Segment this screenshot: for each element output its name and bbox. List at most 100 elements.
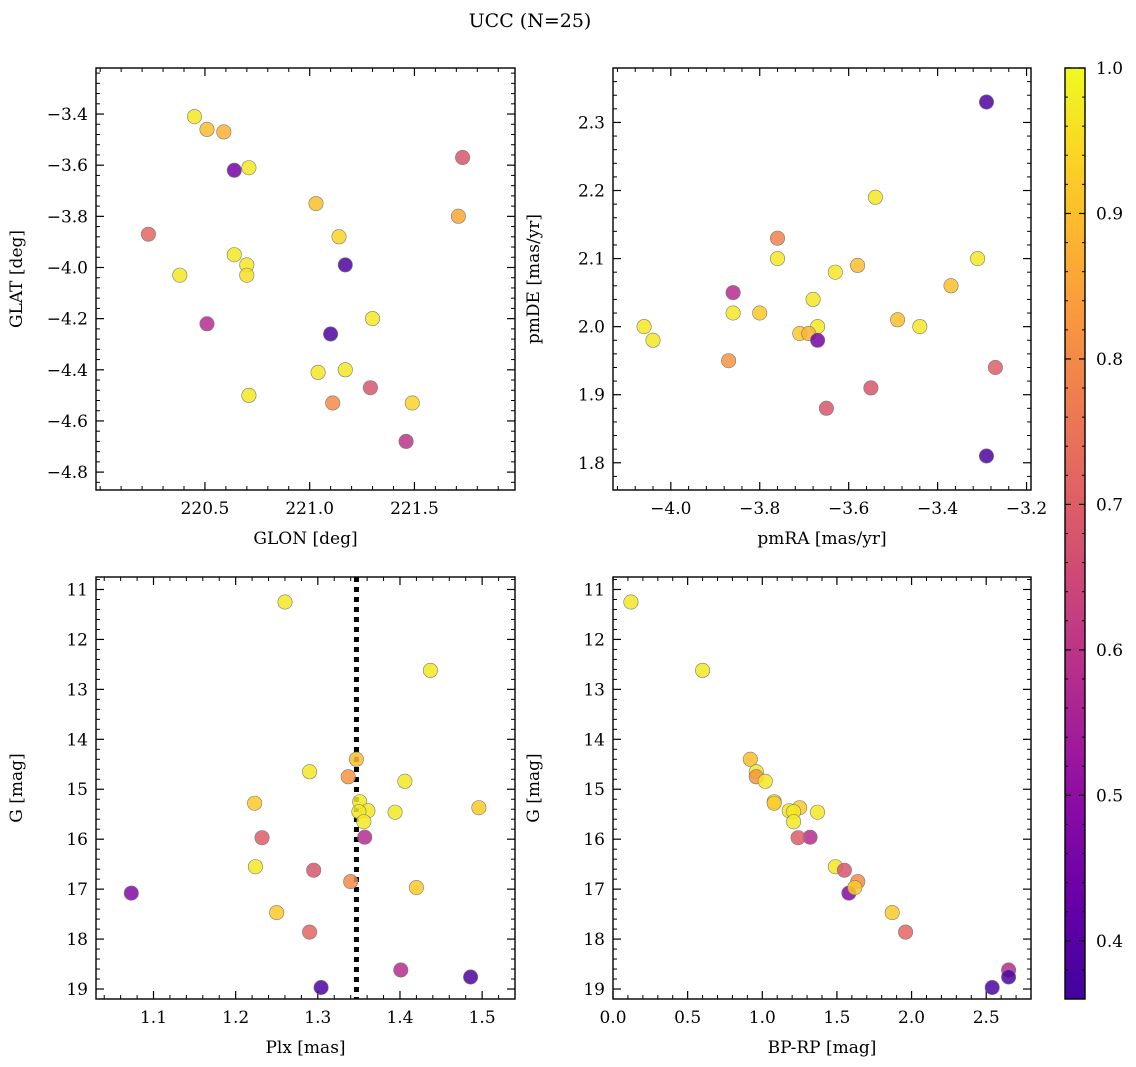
axes-frame: [612, 67, 1032, 491]
data-point: [247, 795, 263, 811]
data-point: [348, 751, 364, 767]
x-axis-label: Plx [mas]: [265, 1038, 345, 1058]
data-point: [645, 332, 661, 348]
panels: 220.5 221.0 221.5−4.8−4.6−4.4−4.2−4.0−3.8−…: [7, 67, 1047, 1058]
data-point: [337, 257, 353, 273]
data-point: [241, 387, 257, 403]
colorbar-tick-label: 0.4: [1096, 932, 1123, 952]
x-tick-label: 1.5: [469, 1008, 496, 1028]
data-point: [757, 773, 773, 789]
y-tick-label: 18: [66, 930, 88, 950]
data-point: [943, 278, 959, 294]
y-tick-label: −4.6: [47, 412, 88, 432]
x-tick-label: 220.5: [181, 499, 230, 519]
data-point: [357, 829, 373, 845]
data-point: [769, 251, 785, 267]
data-point: [898, 924, 914, 940]
data-point: [241, 160, 257, 176]
data-point: [216, 124, 232, 140]
data-point: [313, 979, 329, 995]
y-tick-label: 2.3: [578, 113, 605, 133]
colorbar-tick-label: 1.0: [1096, 59, 1123, 79]
data-point: [254, 830, 270, 846]
y-tick-label: −4.4: [47, 361, 88, 381]
data-point: [827, 264, 843, 280]
x-tick-label: −3.2: [1006, 499, 1047, 519]
data-point: [890, 312, 906, 328]
y-tick-label: 19: [583, 980, 605, 1000]
data-point: [337, 362, 353, 378]
colorbar-tick-label: 0.7: [1096, 495, 1123, 515]
data-point: [308, 196, 324, 212]
x-tick-label: 1.0: [749, 1008, 776, 1028]
data-point: [340, 769, 356, 785]
y-tick-label: 19: [66, 980, 88, 1000]
data-point: [810, 332, 826, 348]
data-point: [269, 905, 285, 921]
data-point: [331, 229, 347, 245]
data-point: [247, 859, 263, 875]
x-tick-label: −3.6: [828, 499, 869, 519]
y-tick-label: 2.2: [578, 182, 605, 202]
data-point: [912, 319, 928, 335]
data-point: [323, 326, 339, 342]
data-point: [277, 594, 293, 610]
figure-title: UCC (N=25): [469, 10, 592, 32]
x-tick-label: 0.5: [674, 1008, 701, 1028]
data-point: [226, 247, 242, 263]
y-tick-label: −4.8: [47, 463, 88, 483]
data-point: [850, 257, 866, 273]
data-point: [306, 862, 322, 878]
data-point: [199, 121, 215, 137]
y-tick-label: −4.2: [47, 310, 88, 330]
data-point: [471, 800, 487, 816]
data-point: [408, 880, 424, 896]
data-point: [397, 773, 413, 789]
y-tick-label: 15: [66, 780, 88, 800]
data-point: [863, 380, 879, 396]
x-tick-label: −4.0: [650, 499, 691, 519]
data-point: [836, 862, 852, 878]
y-tick-label: 2.0: [578, 318, 605, 338]
data-point: [725, 285, 741, 301]
y-tick-label: 11: [66, 580, 88, 600]
data-point: [978, 94, 994, 110]
y-tick-label: 12: [66, 630, 88, 650]
x-tick-label: 221.5: [390, 499, 439, 519]
data-point: [364, 311, 380, 327]
data-point: [884, 905, 900, 921]
y-tick-label: 16: [583, 830, 605, 850]
colorbar-tick-label: 0.6: [1096, 641, 1123, 661]
data-point: [325, 395, 341, 411]
y-axis-label: G [mag]: [524, 753, 544, 822]
data-point: [805, 291, 821, 307]
data-point: [623, 594, 639, 610]
data-point: [725, 305, 741, 321]
x-tick-label: 2.0: [898, 1008, 925, 1028]
y-tick-label: 15: [583, 780, 605, 800]
axes-frame: [612, 576, 1032, 1000]
y-tick-label: 18: [583, 930, 605, 950]
data-point: [987, 359, 1003, 375]
x-tick-label: 0.0: [599, 1008, 626, 1028]
data-point: [786, 814, 802, 830]
colorbar-tick-label: 0.5: [1096, 786, 1123, 806]
colorbar-tick-label: 0.8: [1096, 350, 1123, 370]
data-point: [809, 804, 825, 820]
data-point: [978, 448, 994, 464]
colorbar: 0.4 0.5 0.6 0.7 0.8 0.9 1.0: [1064, 59, 1123, 1000]
y-tick-label: −4.0: [47, 258, 88, 278]
data-point: [404, 395, 420, 411]
data-point: [867, 189, 883, 205]
x-tick-label: 1.1: [140, 1008, 167, 1028]
y-tick-label: 11: [583, 580, 605, 600]
data-point: [123, 885, 139, 901]
data-point: [818, 400, 834, 416]
x-tick-label: 1.4: [386, 1008, 413, 1028]
y-tick-label: 14: [583, 730, 605, 750]
y-axis-label: pmDE [mas/yr]: [524, 214, 544, 344]
x-tick-label: −3.8: [739, 499, 780, 519]
axes-frame: [95, 67, 516, 491]
y-tick-label: 1.9: [578, 386, 605, 406]
